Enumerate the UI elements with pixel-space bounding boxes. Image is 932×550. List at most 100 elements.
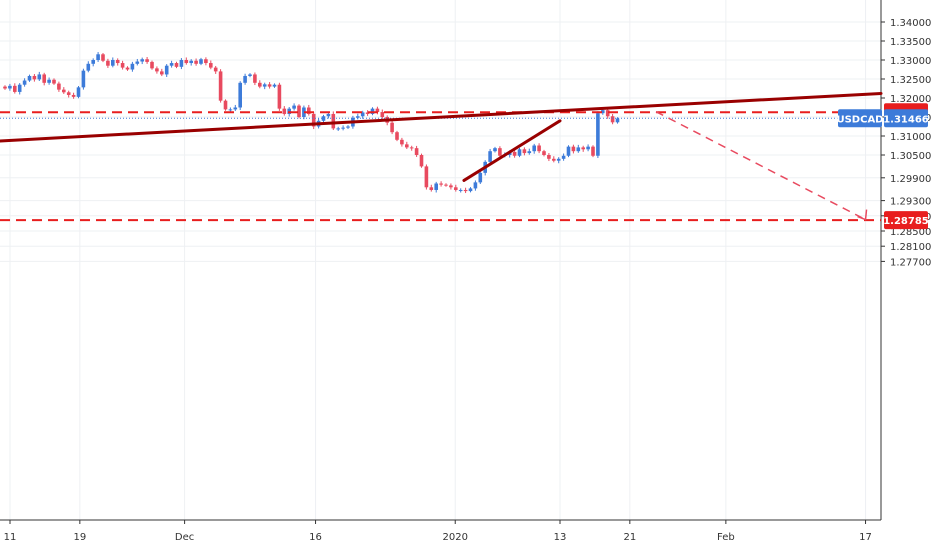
candle-body [17,84,22,92]
candle-body [66,92,71,95]
price-tick-label: 1.29300 [890,197,931,208]
candle-body [228,109,233,111]
symbol-tag-label: USDCAD [836,114,883,125]
candle-body [341,127,345,129]
candle-body [8,85,12,89]
candle-body [571,146,576,152]
candle-body [204,59,208,64]
candle-body [115,60,120,64]
candle-body [76,87,81,97]
candle-body [561,155,566,159]
candle-body [380,112,385,117]
candle-body [473,182,478,189]
candle-body [512,151,517,156]
candle-body [326,113,331,117]
candle-body [209,63,213,68]
candle-body [258,82,262,87]
candle-body [179,60,184,67]
candle-body [463,189,468,192]
candle-body [311,113,316,127]
candle-body [365,112,370,114]
candle-body [596,113,600,156]
candle-body [218,71,223,101]
candle-body [517,149,522,156]
price-tick-label: 1.33000 [890,56,931,67]
candle-body [581,147,585,150]
candle-body [213,67,218,72]
grid [0,0,881,520]
last-price-label: 1.31466 [883,114,929,125]
candle-body [184,60,189,64]
candle-body [37,74,42,80]
candle-body [400,139,404,145]
projection-arrow-line [655,111,866,221]
candle-body [532,145,536,152]
candle-body [547,155,551,159]
candle-body [458,189,463,191]
candle-body [47,79,51,83]
candle-body [429,187,434,190]
time-tick-label: Feb [717,532,735,543]
price-tick-label: 1.28100 [890,242,931,253]
candle-body [566,146,571,156]
candle-body [576,147,581,152]
candle-body [52,79,56,84]
candle-body [375,108,380,113]
candle-body [605,110,610,117]
drawings [0,91,883,222]
candle-body [160,71,164,75]
price-tick-label: 1.33500 [890,37,931,48]
price-tick-label: 1.27700 [890,257,931,268]
time-tick-label: 19 [73,532,86,543]
candle-body [409,147,414,149]
candle-body [292,105,296,109]
candle-body [297,105,301,117]
candle-body [498,148,502,156]
price-tick-label: 1.28500 [890,227,931,238]
rally-trendline [462,119,562,182]
candle-body [601,110,605,114]
last-price-tag [884,109,928,128]
candle-body [150,61,154,69]
candle-body [331,113,336,129]
candle-body [527,151,532,154]
candle-body [120,63,125,68]
candle-body [140,59,144,62]
time-tick-label: Dec [175,532,194,543]
candle-body [106,60,110,66]
time-tick-label: 2020 [443,532,468,543]
candle-body [537,145,541,152]
candle-body [81,70,86,88]
candle-body [22,80,27,85]
candle-body [419,155,424,167]
candle-body [522,149,527,154]
candle-body [27,75,32,81]
candle-body [248,74,252,76]
candle-body [336,128,340,130]
level-tag-lower [884,211,928,230]
candle-body [552,158,556,161]
candle-body [71,94,76,97]
time-axis[interactable]: 11 19 Dec 16 2020 13 21 Feb 17 [4,520,872,543]
symbol-tag [838,109,882,128]
candle-body [610,116,615,123]
projection-arrow-head [857,209,868,221]
candle-body [194,60,198,64]
candle-body [262,84,267,87]
candle-body [57,83,61,90]
candle-body [223,100,228,110]
candle-body [414,148,419,155]
candle-body [439,183,443,185]
candle-body [454,187,458,190]
time-tick-label: 16 [309,532,322,543]
candle-body [390,122,394,133]
candle-body [346,126,350,128]
candle-body [155,68,159,72]
candle-body [424,166,429,188]
candle-body [395,132,399,140]
candle-body [101,54,105,61]
candle-body [478,172,483,183]
